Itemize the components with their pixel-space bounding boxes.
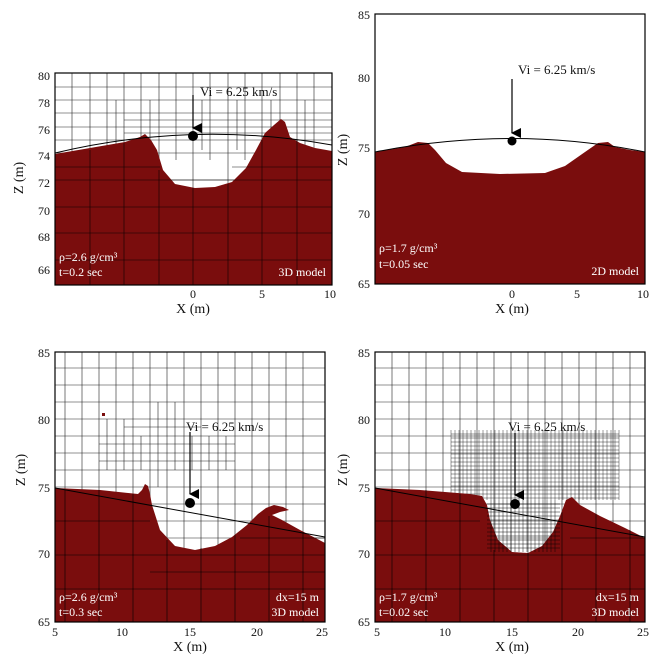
x-axis-label-b: X (m): [495, 302, 529, 317]
x-axis-c: 5 10 15 20 25: [52, 625, 328, 639]
x-tick-label: 15: [184, 625, 196, 639]
density-label-b: ρ=1.7 g/cm³: [379, 241, 438, 255]
x-axis-d: 5 10 15 20 25: [374, 625, 649, 639]
y-tick-label: 72: [38, 176, 50, 190]
y-axis-label-b: Z (m): [336, 134, 351, 167]
x-tick-label: 25: [316, 625, 328, 639]
projectile-marker-b: [507, 136, 517, 146]
x-tick-label: 10: [116, 625, 128, 639]
debris-particle-c: [102, 413, 105, 416]
fine-mesh-region-d: [450, 430, 620, 500]
y-tick-label: 65: [358, 615, 370, 629]
time-label-b: t=0.05 sec: [379, 257, 428, 271]
x-axis-b: 0 5 10: [509, 287, 649, 301]
mesh-grid-c-in-material: [55, 490, 325, 622]
y-tick-label: 75: [38, 481, 50, 495]
y-axis-label-c: Z (m): [14, 454, 29, 487]
x-tick-label: 0: [509, 287, 515, 301]
y-tick-label: 85: [38, 346, 50, 360]
x-axis-label-c: X (m): [173, 640, 207, 655]
x-tick-label: 20: [572, 625, 584, 639]
trajectory-line-d: [375, 487, 645, 538]
trajectory-line-c: [55, 487, 325, 538]
y-axis-label-d: Z (m): [336, 454, 351, 487]
impact-label-d: Vi = 6.25 km/s: [508, 419, 585, 434]
y-tick-label: 80: [358, 71, 370, 85]
plot-frame-b: [374, 13, 646, 285]
model-label-d: 3D model: [591, 605, 639, 619]
panel-c: Vi = 6.25 km/s ρ=2.6 g/cm³ t=0.3 sec dx=…: [14, 346, 328, 655]
y-axis-b: 65 70 75 80 85: [358, 8, 370, 291]
mesh-grid-d-in-material: [375, 490, 645, 622]
y-axis-d: 65 70 75 80 85: [358, 346, 370, 629]
y-tick-label: 85: [358, 346, 370, 360]
x-tick-label: 20: [251, 625, 263, 639]
y-tick-label: 75: [358, 481, 370, 495]
x-tick-label: 5: [259, 287, 265, 301]
y-axis-c: 65 70 75 80 85: [38, 346, 50, 629]
x-axis-label-a: X (m): [176, 302, 210, 317]
impact-label-a: Vi = 6.25 km/s: [200, 84, 277, 99]
x-axis-a: 0 5 10: [190, 287, 336, 301]
fine-mesh-crater-d: [487, 500, 560, 552]
y-tick-label: 70: [358, 547, 370, 561]
y-tick-label: 66: [38, 263, 50, 277]
x-tick-label: 5: [52, 625, 58, 639]
y-tick-label: 68: [38, 230, 50, 244]
projectile-marker-c: [185, 498, 195, 508]
x-tick-label: 5: [374, 625, 380, 639]
panel-a: Vi = 6.25 km/s ρ=2.6 g/cm³ t=0.2 sec 3D …: [12, 69, 336, 317]
x-tick-label: 15: [506, 625, 518, 639]
mesh-label-c: dx=15 m: [276, 590, 320, 604]
y-tick-label: 78: [38, 96, 50, 110]
x-tick-label: 10: [324, 287, 336, 301]
model-label-a: 3D model: [278, 265, 326, 279]
y-tick-label: 65: [358, 277, 370, 291]
material-region-b: [375, 142, 645, 284]
y-tick-label: 85: [358, 8, 370, 22]
x-tick-label: 10: [439, 625, 451, 639]
y-tick-label: 74: [38, 149, 50, 163]
y-tick-label: 80: [358, 413, 370, 427]
material-region-c: [55, 484, 325, 622]
y-tick-label: 70: [358, 207, 370, 221]
model-label-c: 3D model: [271, 605, 319, 619]
density-label-c: ρ=2.6 g/cm³: [59, 590, 118, 604]
y-tick-label: 76: [38, 123, 50, 137]
mesh-grid-a-in-material: [55, 140, 332, 285]
x-axis-label-d: X (m): [495, 640, 529, 655]
y-tick-label: 80: [38, 69, 50, 83]
impact-label-c: Vi = 6.25 km/s: [186, 419, 263, 434]
panel-d: Vi = 6.25 km/s ρ=1.7 g/cm³ t=0.02 sec dx…: [336, 346, 649, 655]
time-label-a: t=0.2 sec: [59, 265, 102, 279]
time-label-d: t=0.02 sec: [379, 605, 428, 619]
x-tick-label: 25: [637, 625, 649, 639]
y-tick-label: 65: [38, 615, 50, 629]
y-tick-label: 70: [38, 547, 50, 561]
y-axis-a: 66 68 70 72 74 76 78 80: [38, 69, 50, 277]
plot-frame-c: [54, 351, 326, 623]
panel-b: Vi = 6.25 km/s ρ=1.7 g/cm³ t=0.05 sec 2D…: [336, 8, 649, 317]
density-label-d: ρ=1.7 g/cm³: [379, 590, 438, 604]
projectile-marker-a: [188, 131, 198, 141]
model-label-b: 2D model: [591, 264, 639, 278]
x-tick-label: 10: [637, 287, 649, 301]
y-tick-label: 80: [38, 413, 50, 427]
time-label-c: t=0.3 sec: [59, 605, 102, 619]
x-tick-label: 5: [574, 287, 580, 301]
mesh-label-d: dx=15 m: [596, 590, 640, 604]
y-axis-label-a: Z (m): [12, 162, 27, 195]
projectile-marker-d: [510, 499, 520, 509]
x-tick-label: 0: [190, 287, 196, 301]
y-tick-label: 70: [38, 204, 50, 218]
plot-frame-a: [54, 72, 333, 286]
impact-label-b: Vi = 6.25 km/s: [518, 62, 595, 77]
density-label-a: ρ=2.6 g/cm³: [59, 250, 118, 264]
y-tick-label: 75: [358, 141, 370, 155]
plot-frame-d: [374, 351, 646, 623]
